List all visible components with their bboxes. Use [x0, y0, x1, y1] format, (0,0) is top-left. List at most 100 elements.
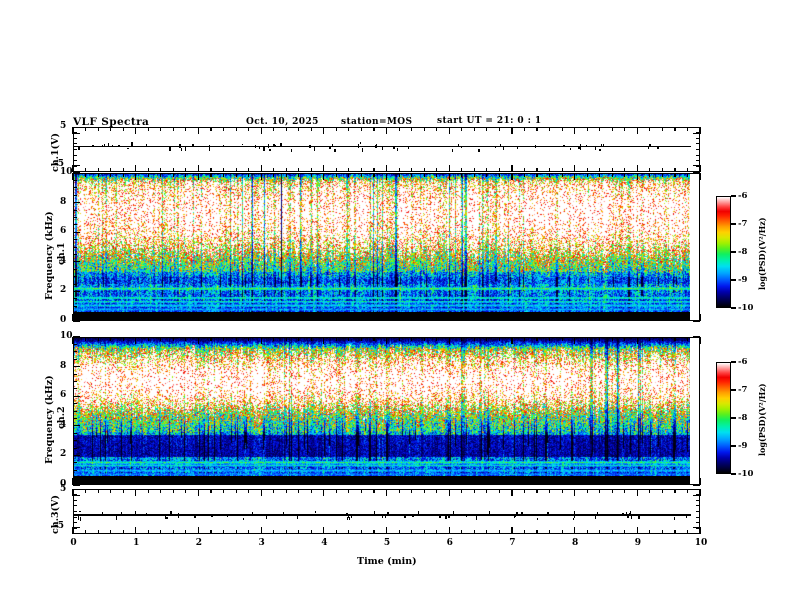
ch1-voltage-trace-sample — [580, 144, 582, 147]
y-minor-tick — [73, 505, 77, 507]
ch1-voltage-trace-sample — [78, 146, 80, 150]
x-minor-tick-top — [273, 173, 275, 177]
x-minor-tick — [624, 530, 626, 534]
date-label: Oct. 10, 2025 — [246, 117, 319, 127]
x-minor-tick-top — [436, 173, 438, 177]
x-minor-tick-top — [411, 337, 413, 341]
ch3-voltage-trace-sample — [79, 510, 81, 513]
ch1-voltage-trace-sample — [457, 143, 460, 146]
x-minor-tick-top — [310, 489, 312, 493]
ch1-voltage-trace-sample — [651, 145, 653, 148]
ch1-voltage-trace-sample — [359, 142, 361, 145]
colorbar-ch2-tick-label: -8 — [738, 412, 748, 423]
ch1-voltage-trace-sample — [647, 145, 650, 150]
ch3-voltage-trace-sample — [627, 514, 629, 518]
x-minor-tick — [85, 317, 87, 321]
x-minor-tick-top — [661, 127, 663, 131]
x-minor-tick — [461, 317, 463, 321]
x-minor-tick — [97, 317, 99, 321]
x-minor-tick — [523, 530, 526, 534]
x-major-tick — [385, 314, 388, 321]
y-minor-tick — [73, 522, 77, 524]
ch3-voltage-y-major-tick-right — [693, 526, 700, 529]
x-minor-tick-top — [248, 173, 250, 177]
x-major-tick-top — [197, 173, 200, 180]
x-minor-tick — [97, 168, 99, 172]
x-minor-tick-top — [586, 489, 588, 493]
x-minor-tick-top — [674, 337, 676, 341]
x-minor-tick — [549, 168, 551, 172]
y-minor-tick — [73, 403, 77, 405]
x-major-tick — [323, 165, 325, 172]
x-major-tick — [699, 165, 701, 172]
x-major-tick-top — [574, 173, 576, 180]
x-minor-tick — [235, 530, 237, 534]
ch1-voltage-trace-sample — [101, 145, 104, 148]
ch1-spectrogram-y-tick-label: 2 — [60, 285, 67, 296]
ch3-voltage-trace-sample — [677, 513, 679, 516]
x-minor-tick — [360, 168, 362, 172]
x-minor-tick — [411, 481, 413, 485]
x-minor-tick — [210, 168, 212, 172]
ch1-voltage-trace-sample — [329, 145, 331, 149]
ch1-spectrogram-y-major-tick — [73, 261, 80, 263]
x-major-tick-top — [323, 337, 325, 344]
colorbar-ch1-tick-label: -10 — [738, 302, 754, 313]
ch2-spectrogram-y-tick-label: 2 — [60, 449, 67, 460]
x-minor-tick — [599, 481, 601, 485]
ch1-voltage-trace-sample — [478, 149, 480, 153]
x-minor-tick — [498, 530, 500, 534]
x-major-tick-top — [448, 489, 450, 496]
ch3-voltage-trace-sample — [622, 512, 624, 515]
start-ut-label: start UT = 21: 0 : 1 — [437, 116, 542, 126]
x-minor-tick-top — [85, 489, 87, 493]
x-minor-tick-top — [398, 489, 400, 493]
x-major-tick-top — [699, 173, 701, 180]
x-minor-tick-top — [335, 489, 337, 493]
x-minor-tick — [360, 317, 362, 321]
x-minor-tick-top — [549, 127, 551, 131]
x-minor-tick — [110, 168, 112, 172]
x-minor-tick-top — [649, 173, 651, 177]
y-minor-tick — [73, 447, 77, 449]
x-minor-tick-top — [298, 173, 300, 177]
x-minor-tick-top — [486, 337, 488, 341]
colorbar-ch1-tick — [731, 195, 736, 197]
x-minor-tick-top — [360, 337, 362, 341]
x-major-tick-top — [72, 173, 74, 180]
x-minor-tick — [549, 317, 551, 321]
ch1-ytick-m5: -5 — [54, 159, 64, 169]
colorbar-ch1-tick — [731, 279, 736, 281]
x-minor-tick-top — [523, 127, 526, 131]
x-minor-tick-top — [523, 337, 526, 341]
x-minor-tick-top — [498, 337, 500, 341]
x-major-tick — [72, 314, 74, 321]
ch2-spectrogram-y-tick-label: 8 — [60, 360, 67, 371]
ch3-voltage-trace-sample — [384, 515, 387, 519]
ch3-ytick-m5: -5 — [54, 521, 64, 531]
ch3-voltage-trace-sample — [252, 512, 254, 516]
ch3-ytick-5: 5 — [60, 484, 67, 494]
x-minor-tick — [172, 168, 174, 172]
x-minor-tick-top — [285, 337, 287, 341]
x-minor-tick-top — [110, 127, 112, 131]
ch3-voltage-trace-sample — [438, 516, 441, 519]
y-minor-tick — [73, 343, 77, 345]
x-minor-tick — [273, 317, 275, 321]
x-minor-tick — [310, 168, 312, 172]
y-minor-tick-right — [696, 154, 700, 156]
x-minor-tick-top — [172, 337, 174, 341]
x-minor-tick — [248, 481, 250, 485]
y-minor-tick-right — [696, 511, 700, 513]
x-minor-tick — [586, 168, 588, 172]
colorbar-ch2-tick — [731, 445, 736, 447]
x-minor-tick — [599, 317, 601, 321]
x-minor-tick-top — [473, 337, 475, 341]
x-minor-tick-top — [461, 173, 463, 177]
ch1-voltage-y-major-tick-right — [693, 132, 700, 135]
x-major-tick — [448, 314, 450, 321]
x-major-tick — [385, 478, 388, 485]
x-minor-tick — [222, 317, 225, 321]
x-minor-tick-top — [310, 127, 312, 131]
y-minor-tick — [73, 527, 77, 529]
